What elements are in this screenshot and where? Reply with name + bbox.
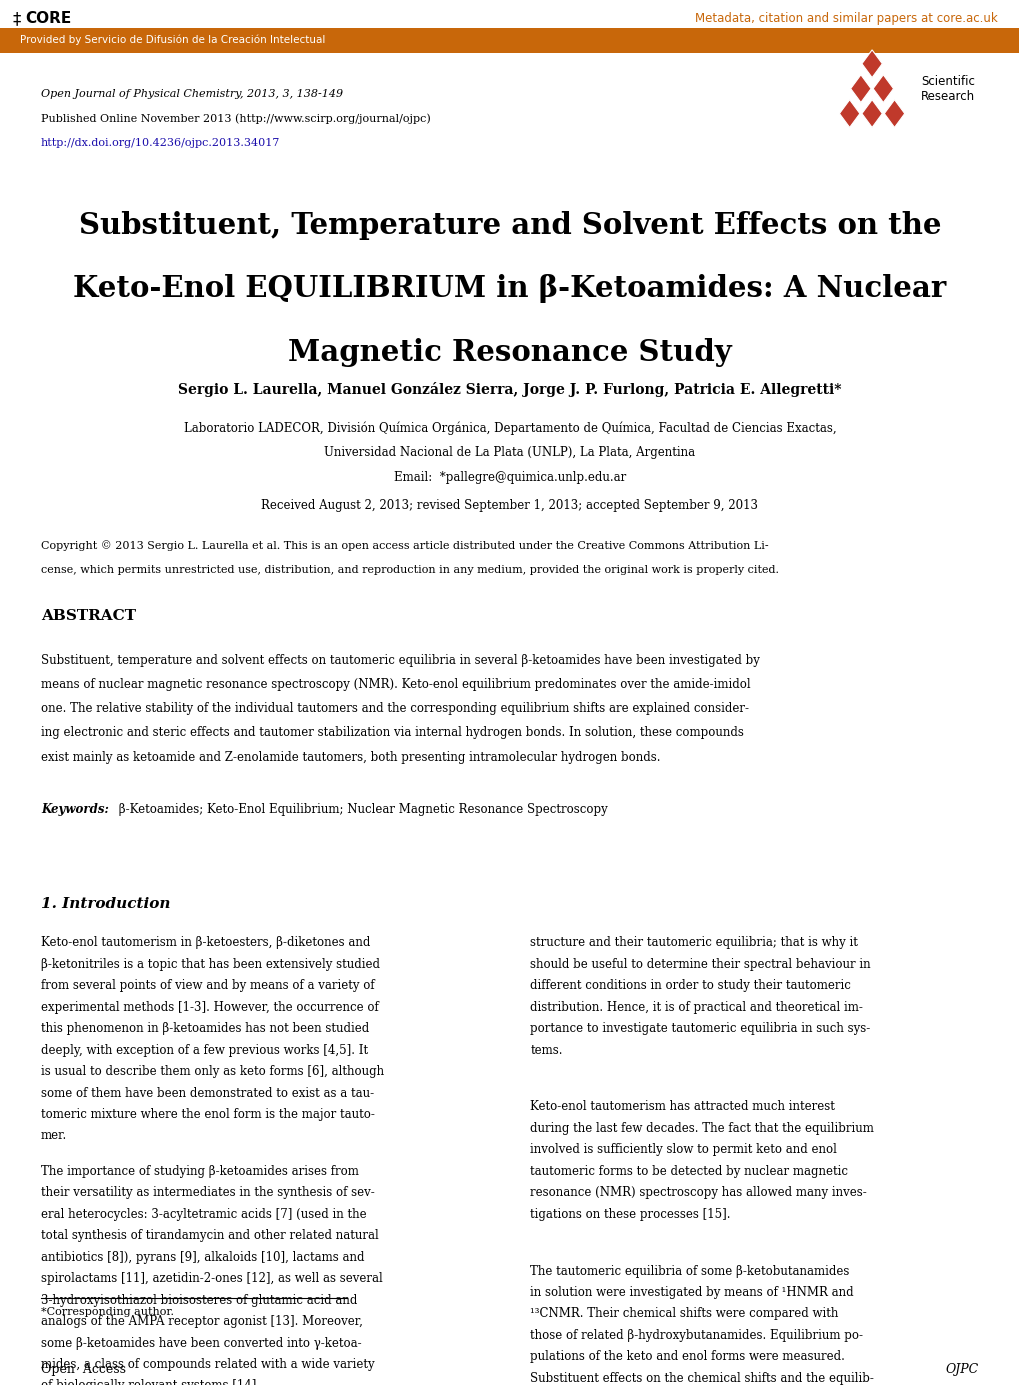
Text: mides, a class of compounds related with a wide variety: mides, a class of compounds related with… bbox=[41, 1357, 374, 1371]
Text: tautomeric forms to be detected by nuclear magnetic: tautomeric forms to be detected by nucle… bbox=[530, 1165, 848, 1177]
Text: in solution were investigated by means of ¹HNMR and: in solution were investigated by means o… bbox=[530, 1287, 853, 1299]
Text: tems.: tems. bbox=[530, 1044, 562, 1057]
Text: ¹³CNMR. Their chemical shifts were compared with: ¹³CNMR. Their chemical shifts were compa… bbox=[530, 1307, 838, 1320]
Text: cense, which permits unrestricted use, distribution, and reproduction in any med: cense, which permits unrestricted use, d… bbox=[41, 565, 779, 575]
Text: Laboratorio LADECOR, División Química Orgánica, Departamento de Química, Faculta: Laboratorio LADECOR, División Química Or… bbox=[183, 421, 836, 435]
Text: tigations on these processes [15].: tigations on these processes [15]. bbox=[530, 1208, 731, 1220]
Text: Universidad Nacional de La Plata (UNLP), La Plata, Argentina: Universidad Nacional de La Plata (UNLP),… bbox=[324, 446, 695, 458]
Text: Metadata, citation and similar papers at core.ac.uk: Metadata, citation and similar papers at… bbox=[694, 12, 997, 25]
Text: 3-hydroxyisothiazol bioisosteres of glutamic acid and: 3-hydroxyisothiazol bioisosteres of glut… bbox=[41, 1294, 357, 1306]
Text: Open Journal of Physical Chemistry, 2013, 3, 138-149: Open Journal of Physical Chemistry, 2013… bbox=[41, 89, 342, 98]
Text: deeply, with exception of a few previous works [4,5]. It: deeply, with exception of a few previous… bbox=[41, 1044, 368, 1057]
Text: Email:  *pallegre@quimica.unlp.edu.ar: Email: *pallegre@quimica.unlp.edu.ar bbox=[393, 471, 626, 483]
Text: β-ketonitriles is a topic that has been extensively studied: β-ketonitriles is a topic that has been … bbox=[41, 958, 379, 971]
Text: structure and their tautomeric equilibria; that is why it: structure and their tautomeric equilibri… bbox=[530, 936, 857, 949]
Text: OJPC: OJPC bbox=[945, 1363, 978, 1375]
Text: Open  Access: Open Access bbox=[41, 1363, 125, 1375]
Text: this phenomenon in β-ketoamides has not been studied: this phenomenon in β-ketoamides has not … bbox=[41, 1022, 369, 1035]
Text: Keto-enol tautomerism in β-ketoesters, β-diketones and: Keto-enol tautomerism in β-ketoesters, β… bbox=[41, 936, 370, 949]
Text: CORE: CORE bbox=[25, 11, 71, 26]
Text: portance to investigate tautomeric equilibria in such sys-: portance to investigate tautomeric equil… bbox=[530, 1022, 870, 1035]
Bar bbox=[0, 0, 1019, 28]
Polygon shape bbox=[839, 100, 859, 127]
Text: 1. Introduction: 1. Introduction bbox=[41, 897, 170, 911]
Text: β-Ketoamides; Keto-Enol Equilibrium; Nuclear Magnetic Resonance Spectroscopy: β-Ketoamides; Keto-Enol Equilibrium; Nuc… bbox=[115, 803, 607, 816]
Text: some of them have been demonstrated to exist as a tau-: some of them have been demonstrated to e… bbox=[41, 1086, 374, 1100]
Text: their versatility as intermediates in the synthesis of sev-: their versatility as intermediates in th… bbox=[41, 1186, 374, 1199]
Text: total synthesis of tirandamycin and other related natural: total synthesis of tirandamycin and othe… bbox=[41, 1230, 378, 1242]
Text: Sergio L. Laurella, Manuel González Sierra, Jorge J. P. Furlong, Patricia E. All: Sergio L. Laurella, Manuel González Sier… bbox=[178, 382, 841, 397]
Text: different conditions in order to study their tautomeric: different conditions in order to study t… bbox=[530, 979, 851, 992]
Text: *Corresponding author.: *Corresponding author. bbox=[41, 1307, 173, 1317]
Text: ing electronic and steric effects and tautomer stabilization via internal hydrog: ing electronic and steric effects and ta… bbox=[41, 726, 743, 740]
Text: Received August 2, 2013; revised September 1, 2013; accepted September 9, 2013: Received August 2, 2013; revised Septemb… bbox=[261, 499, 758, 511]
Text: Scientific
Research: Scientific Research bbox=[920, 75, 974, 102]
Text: ‡: ‡ bbox=[12, 10, 20, 28]
Text: The tautomeric equilibria of some β-ketobutanamides: The tautomeric equilibria of some β-keto… bbox=[530, 1265, 849, 1277]
Text: Keto-enol tautomerism has attracted much interest: Keto-enol tautomerism has attracted much… bbox=[530, 1100, 835, 1114]
Text: Substituent, Temperature and Solvent Effects on the: Substituent, Temperature and Solvent Eff… bbox=[78, 211, 941, 240]
Text: antibiotics [8]), pyrans [9], alkaloids [10], lactams and: antibiotics [8]), pyrans [9], alkaloids … bbox=[41, 1251, 364, 1263]
Text: some β-ketoamides have been converted into γ-ketoa-: some β-ketoamides have been converted in… bbox=[41, 1337, 361, 1349]
Text: of biologically relevant systems [14].: of biologically relevant systems [14]. bbox=[41, 1379, 260, 1385]
Polygon shape bbox=[861, 50, 881, 78]
Polygon shape bbox=[872, 75, 893, 102]
Text: Published Online November 2013 (http://www.scirp.org/journal/ojpc): Published Online November 2013 (http://w… bbox=[41, 114, 430, 125]
Text: should be useful to determine their spectral behaviour in: should be useful to determine their spec… bbox=[530, 958, 870, 971]
Text: http://dx.doi.org/10.4236/ojpc.2013.34017: http://dx.doi.org/10.4236/ojpc.2013.3401… bbox=[41, 138, 280, 148]
Bar bbox=[0, 28, 1019, 53]
Text: during the last few decades. The fact that the equilibrium: during the last few decades. The fact th… bbox=[530, 1122, 873, 1134]
Text: resonance (NMR) spectroscopy has allowed many inves-: resonance (NMR) spectroscopy has allowed… bbox=[530, 1186, 866, 1199]
Text: The importance of studying β-ketoamides arises from: The importance of studying β-ketoamides … bbox=[41, 1165, 359, 1177]
Text: analogs of the AMPA receptor agonist [13]. Moreover,: analogs of the AMPA receptor agonist [13… bbox=[41, 1316, 363, 1328]
Polygon shape bbox=[883, 100, 904, 127]
Text: Copyright © 2013 Sergio L. Laurella et al. This is an open access article distri: Copyright © 2013 Sergio L. Laurella et a… bbox=[41, 540, 767, 551]
Text: spirolactams [11], azetidin-2-ones [12], as well as several: spirolactams [11], azetidin-2-ones [12],… bbox=[41, 1273, 382, 1285]
Text: those of related β-hydroxybutanamides. Equilibrium po-: those of related β-hydroxybutanamides. E… bbox=[530, 1330, 862, 1342]
Text: Keywords:: Keywords: bbox=[41, 803, 109, 816]
Text: exist mainly as ketoamide and Z-enolamide tautomers, both presenting intramolecu: exist mainly as ketoamide and Z-enolamid… bbox=[41, 751, 659, 763]
Text: ABSTRACT: ABSTRACT bbox=[41, 609, 136, 623]
Text: mer.: mer. bbox=[41, 1130, 67, 1143]
Polygon shape bbox=[850, 75, 870, 102]
Text: Keto-Enol EQUILIBRIUM in β-Ketoamides: A Nuclear: Keto-Enol EQUILIBRIUM in β-Ketoamides: A… bbox=[73, 274, 946, 303]
Text: pulations of the keto and enol forms were measured.: pulations of the keto and enol forms wer… bbox=[530, 1350, 845, 1363]
Text: eral heterocycles: 3-acyltetramic acids [7] (used in the: eral heterocycles: 3-acyltetramic acids … bbox=[41, 1208, 366, 1220]
Text: Substituent effects on the chemical shifts and the equilib-: Substituent effects on the chemical shif… bbox=[530, 1371, 873, 1385]
Text: tomeric mixture where the enol form is the major tauto-: tomeric mixture where the enol form is t… bbox=[41, 1108, 374, 1120]
Text: experimental methods [1-3]. However, the occurrence of: experimental methods [1-3]. However, the… bbox=[41, 1000, 378, 1014]
Text: Magnetic Resonance Study: Magnetic Resonance Study bbox=[287, 338, 732, 367]
Polygon shape bbox=[861, 100, 881, 127]
Text: means of nuclear magnetic resonance spectroscopy (NMR). Keto-enol equilibrium pr: means of nuclear magnetic resonance spec… bbox=[41, 677, 750, 691]
Text: from several points of view and by means of a variety of: from several points of view and by means… bbox=[41, 979, 374, 992]
Text: distribution. Hence, it is of practical and theoretical im-: distribution. Hence, it is of practical … bbox=[530, 1000, 862, 1014]
Text: Substituent, temperature and solvent effects on tautomeric equilibria in several: Substituent, temperature and solvent eff… bbox=[41, 654, 759, 666]
Text: is usual to describe them only as keto forms [6], although: is usual to describe them only as keto f… bbox=[41, 1065, 383, 1078]
Text: Provided by Servicio de Difusión de la Creación Intelectual: Provided by Servicio de Difusión de la C… bbox=[20, 35, 325, 46]
Text: involved is sufficiently slow to permit keto and enol: involved is sufficiently slow to permit … bbox=[530, 1144, 837, 1156]
Text: one. The relative stability of the individual tautomers and the corresponding eq: one. The relative stability of the indiv… bbox=[41, 702, 748, 715]
